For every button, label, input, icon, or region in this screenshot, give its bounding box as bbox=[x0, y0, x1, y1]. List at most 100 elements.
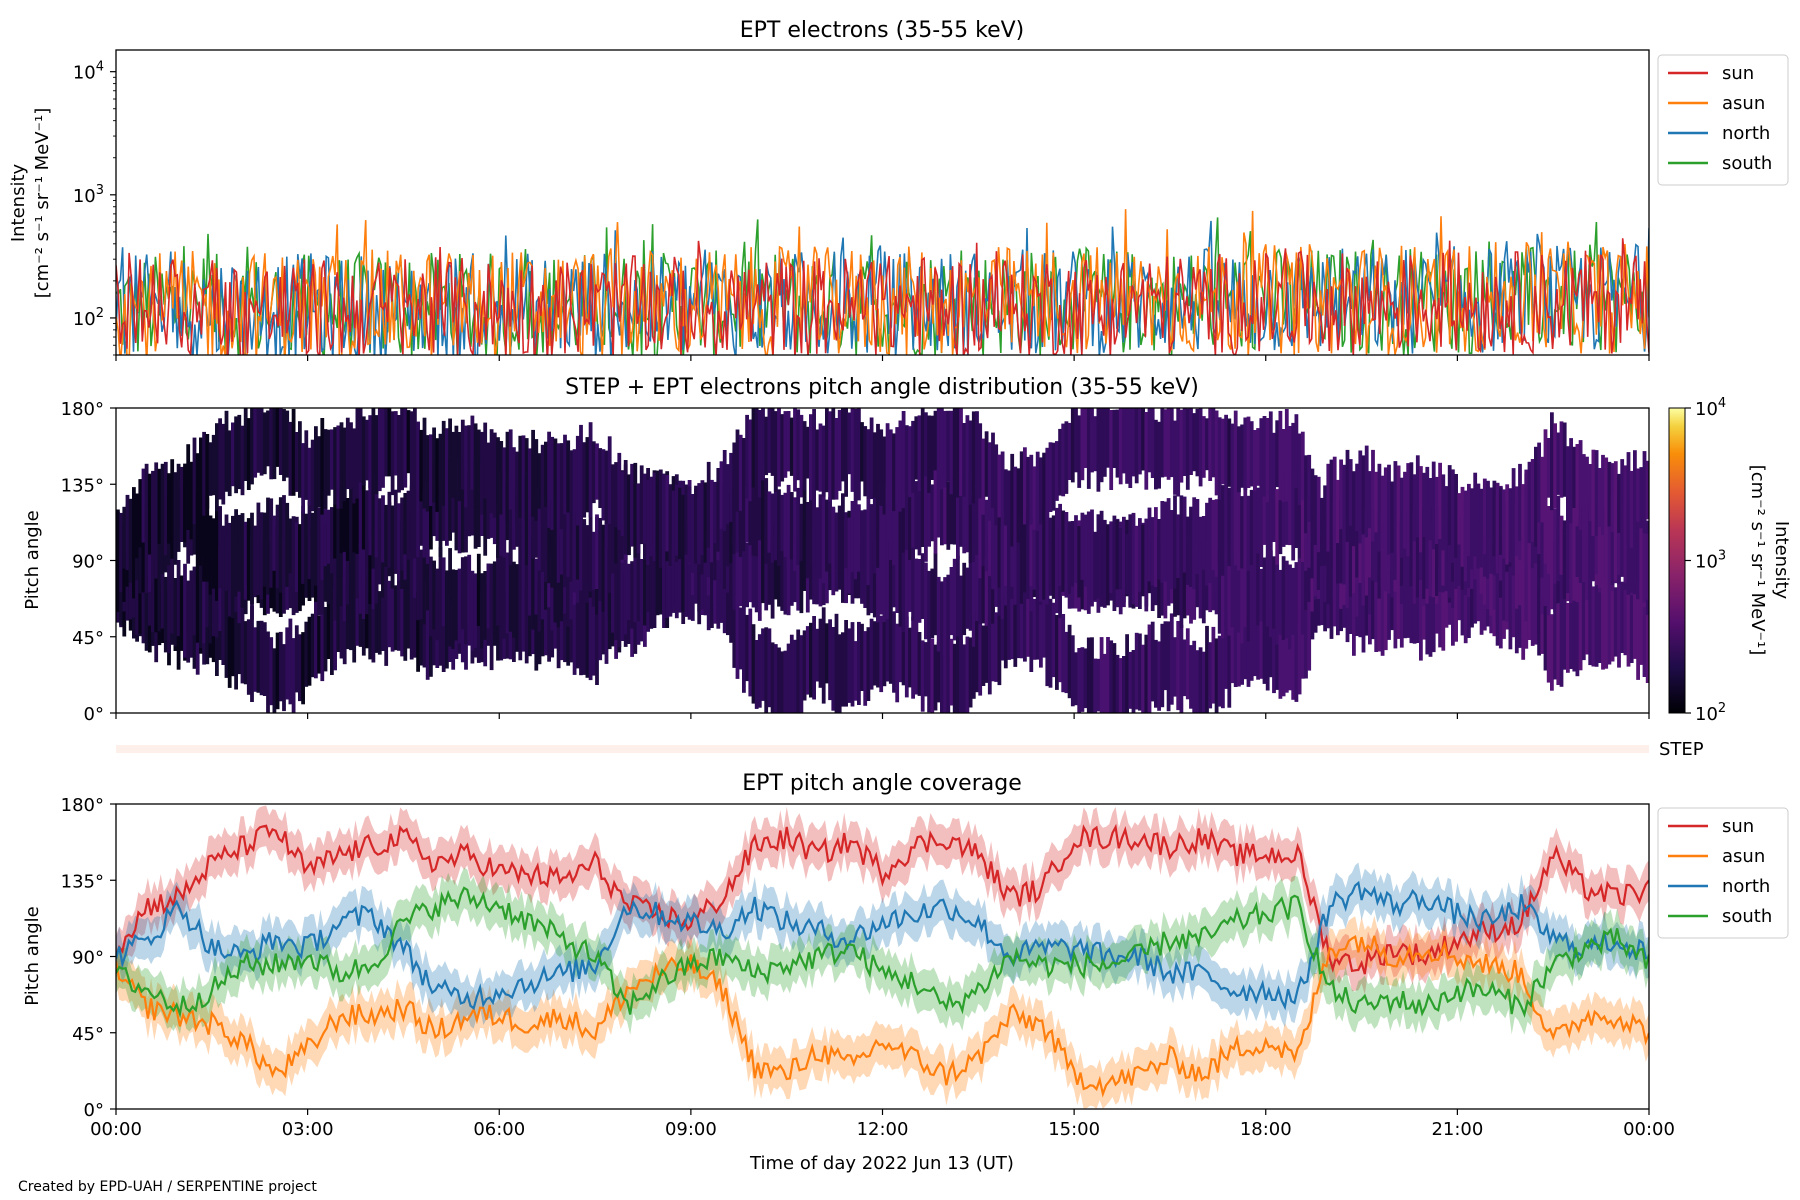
heatmap-cell bbox=[1300, 478, 1305, 562]
heatmap-cell bbox=[544, 441, 548, 507]
heatmap-cell bbox=[1633, 516, 1637, 595]
heatmap-cell bbox=[620, 562, 625, 641]
heatmap-cell bbox=[639, 559, 644, 622]
heatmap-cell bbox=[1221, 485, 1225, 576]
heatmap-cell bbox=[991, 432, 995, 508]
heatmap-cell bbox=[1409, 524, 1414, 587]
heatmap-cell bbox=[467, 554, 472, 630]
heatmap-cell bbox=[1268, 489, 1273, 558]
heatmap-cell bbox=[1224, 559, 1228, 627]
heatmap-cell bbox=[757, 475, 762, 541]
heatmap-cell bbox=[502, 486, 507, 558]
heatmap-cell bbox=[1412, 515, 1417, 589]
heatmap-cell bbox=[927, 415, 931, 493]
heatmap-cell bbox=[1147, 408, 1152, 473]
heatmap-cell bbox=[310, 439, 315, 512]
heatmap-cell bbox=[496, 465, 500, 558]
heatmap-cell bbox=[994, 612, 999, 682]
heatmap-cell bbox=[917, 559, 922, 623]
heatmap-cell bbox=[799, 635, 804, 713]
heatmap-cell bbox=[246, 418, 251, 490]
heatmap-cell bbox=[1352, 572, 1356, 656]
heatmap-cell bbox=[1125, 534, 1129, 594]
heatmap-cell bbox=[368, 539, 373, 604]
heatmap-cell bbox=[1629, 512, 1634, 593]
heatmap-cell bbox=[1192, 413, 1197, 472]
heatmap-cell bbox=[278, 631, 283, 702]
heatmap-cell bbox=[802, 630, 807, 701]
coverage-series bbox=[116, 805, 1649, 1109]
heatmap-cell bbox=[1633, 583, 1637, 659]
heatmap-cell bbox=[1604, 520, 1609, 592]
heatmap-cell bbox=[355, 526, 360, 599]
heatmap-cell bbox=[1540, 578, 1545, 654]
heatmap-cell bbox=[1224, 620, 1228, 689]
heatmap-cell bbox=[1230, 423, 1235, 501]
heatmap-cell bbox=[748, 482, 753, 546]
heatmap-cell bbox=[1514, 528, 1519, 609]
heatmap-cell bbox=[703, 482, 708, 563]
heatmap-cell bbox=[1581, 521, 1586, 583]
heatmap-cell bbox=[796, 521, 801, 611]
heatmap-cell bbox=[757, 410, 762, 498]
heatmap-cell bbox=[1431, 556, 1436, 653]
heatmap-cell bbox=[920, 640, 925, 712]
heatmap-cell bbox=[250, 408, 254, 485]
heatmap-cell bbox=[681, 540, 686, 612]
heatmap-cell bbox=[531, 497, 535, 559]
heatmap-cell bbox=[668, 543, 673, 617]
heatmap-cell bbox=[1201, 651, 1206, 713]
heatmap-cell bbox=[1039, 457, 1043, 525]
heatmap-cell bbox=[812, 528, 816, 605]
heatmap-cell bbox=[1604, 586, 1609, 669]
heatmap-cell bbox=[368, 593, 373, 660]
heatmap-cell bbox=[448, 418, 452, 494]
heatmap-cell bbox=[1035, 451, 1040, 531]
heatmap-cell bbox=[588, 422, 593, 518]
heatmap-cell bbox=[1361, 512, 1366, 588]
heatmap-cell bbox=[518, 543, 523, 636]
heatmap-cell bbox=[1550, 412, 1554, 511]
heatmap-cell bbox=[202, 557, 206, 644]
heatmap-cell bbox=[841, 493, 845, 578]
heatmap-cell bbox=[984, 499, 989, 572]
colorbar-tick-label: 103 bbox=[1695, 549, 1726, 573]
heatmap-cell bbox=[780, 414, 785, 482]
heatmap-cell bbox=[413, 408, 417, 500]
heatmap-cell bbox=[1444, 486, 1449, 546]
heatmap-cell bbox=[1572, 446, 1577, 508]
heatmap-cell bbox=[262, 622, 267, 696]
heatmap-cell bbox=[1246, 610, 1251, 687]
heatmap-cell bbox=[601, 598, 606, 655]
heatmap-cell bbox=[627, 563, 631, 621]
heatmap-cell bbox=[876, 540, 880, 623]
heatmap-cell bbox=[1064, 512, 1069, 581]
heatmap-cell bbox=[745, 486, 749, 543]
heatmap-cell bbox=[1080, 647, 1085, 712]
heatmap-cell bbox=[764, 416, 769, 476]
heatmap-cell bbox=[863, 509, 868, 568]
heatmap-cell bbox=[572, 500, 577, 593]
heatmap-cell bbox=[243, 408, 248, 481]
heatmap-cell bbox=[224, 598, 229, 678]
heatmap-cell bbox=[358, 480, 363, 548]
heatmap-cell bbox=[1208, 497, 1213, 583]
heatmap-cell bbox=[857, 408, 861, 501]
colorbar-tick-label: 102 bbox=[1695, 701, 1726, 725]
heatmap-cell bbox=[285, 410, 290, 478]
heatmap-cell bbox=[314, 496, 318, 586]
heatmap-cell bbox=[441, 585, 446, 672]
heatmap-cell bbox=[799, 503, 804, 562]
heatmap-cell bbox=[1304, 455, 1308, 534]
heatmap-cell bbox=[1284, 624, 1289, 693]
heatmap-cell bbox=[1106, 524, 1110, 606]
heatmap-cell bbox=[575, 512, 580, 580]
heatmap-cell bbox=[320, 602, 325, 682]
panel1-ylabel-units: [cm⁻² s⁻¹ sr⁻¹ MeV⁻¹] bbox=[32, 108, 53, 299]
heatmap-cell bbox=[205, 434, 210, 509]
heatmap-cell bbox=[537, 486, 542, 571]
heatmap-cell bbox=[984, 610, 989, 683]
heatmap-cell bbox=[361, 416, 366, 486]
heatmap-cell bbox=[853, 641, 858, 701]
heatmap-cell bbox=[1198, 647, 1203, 713]
